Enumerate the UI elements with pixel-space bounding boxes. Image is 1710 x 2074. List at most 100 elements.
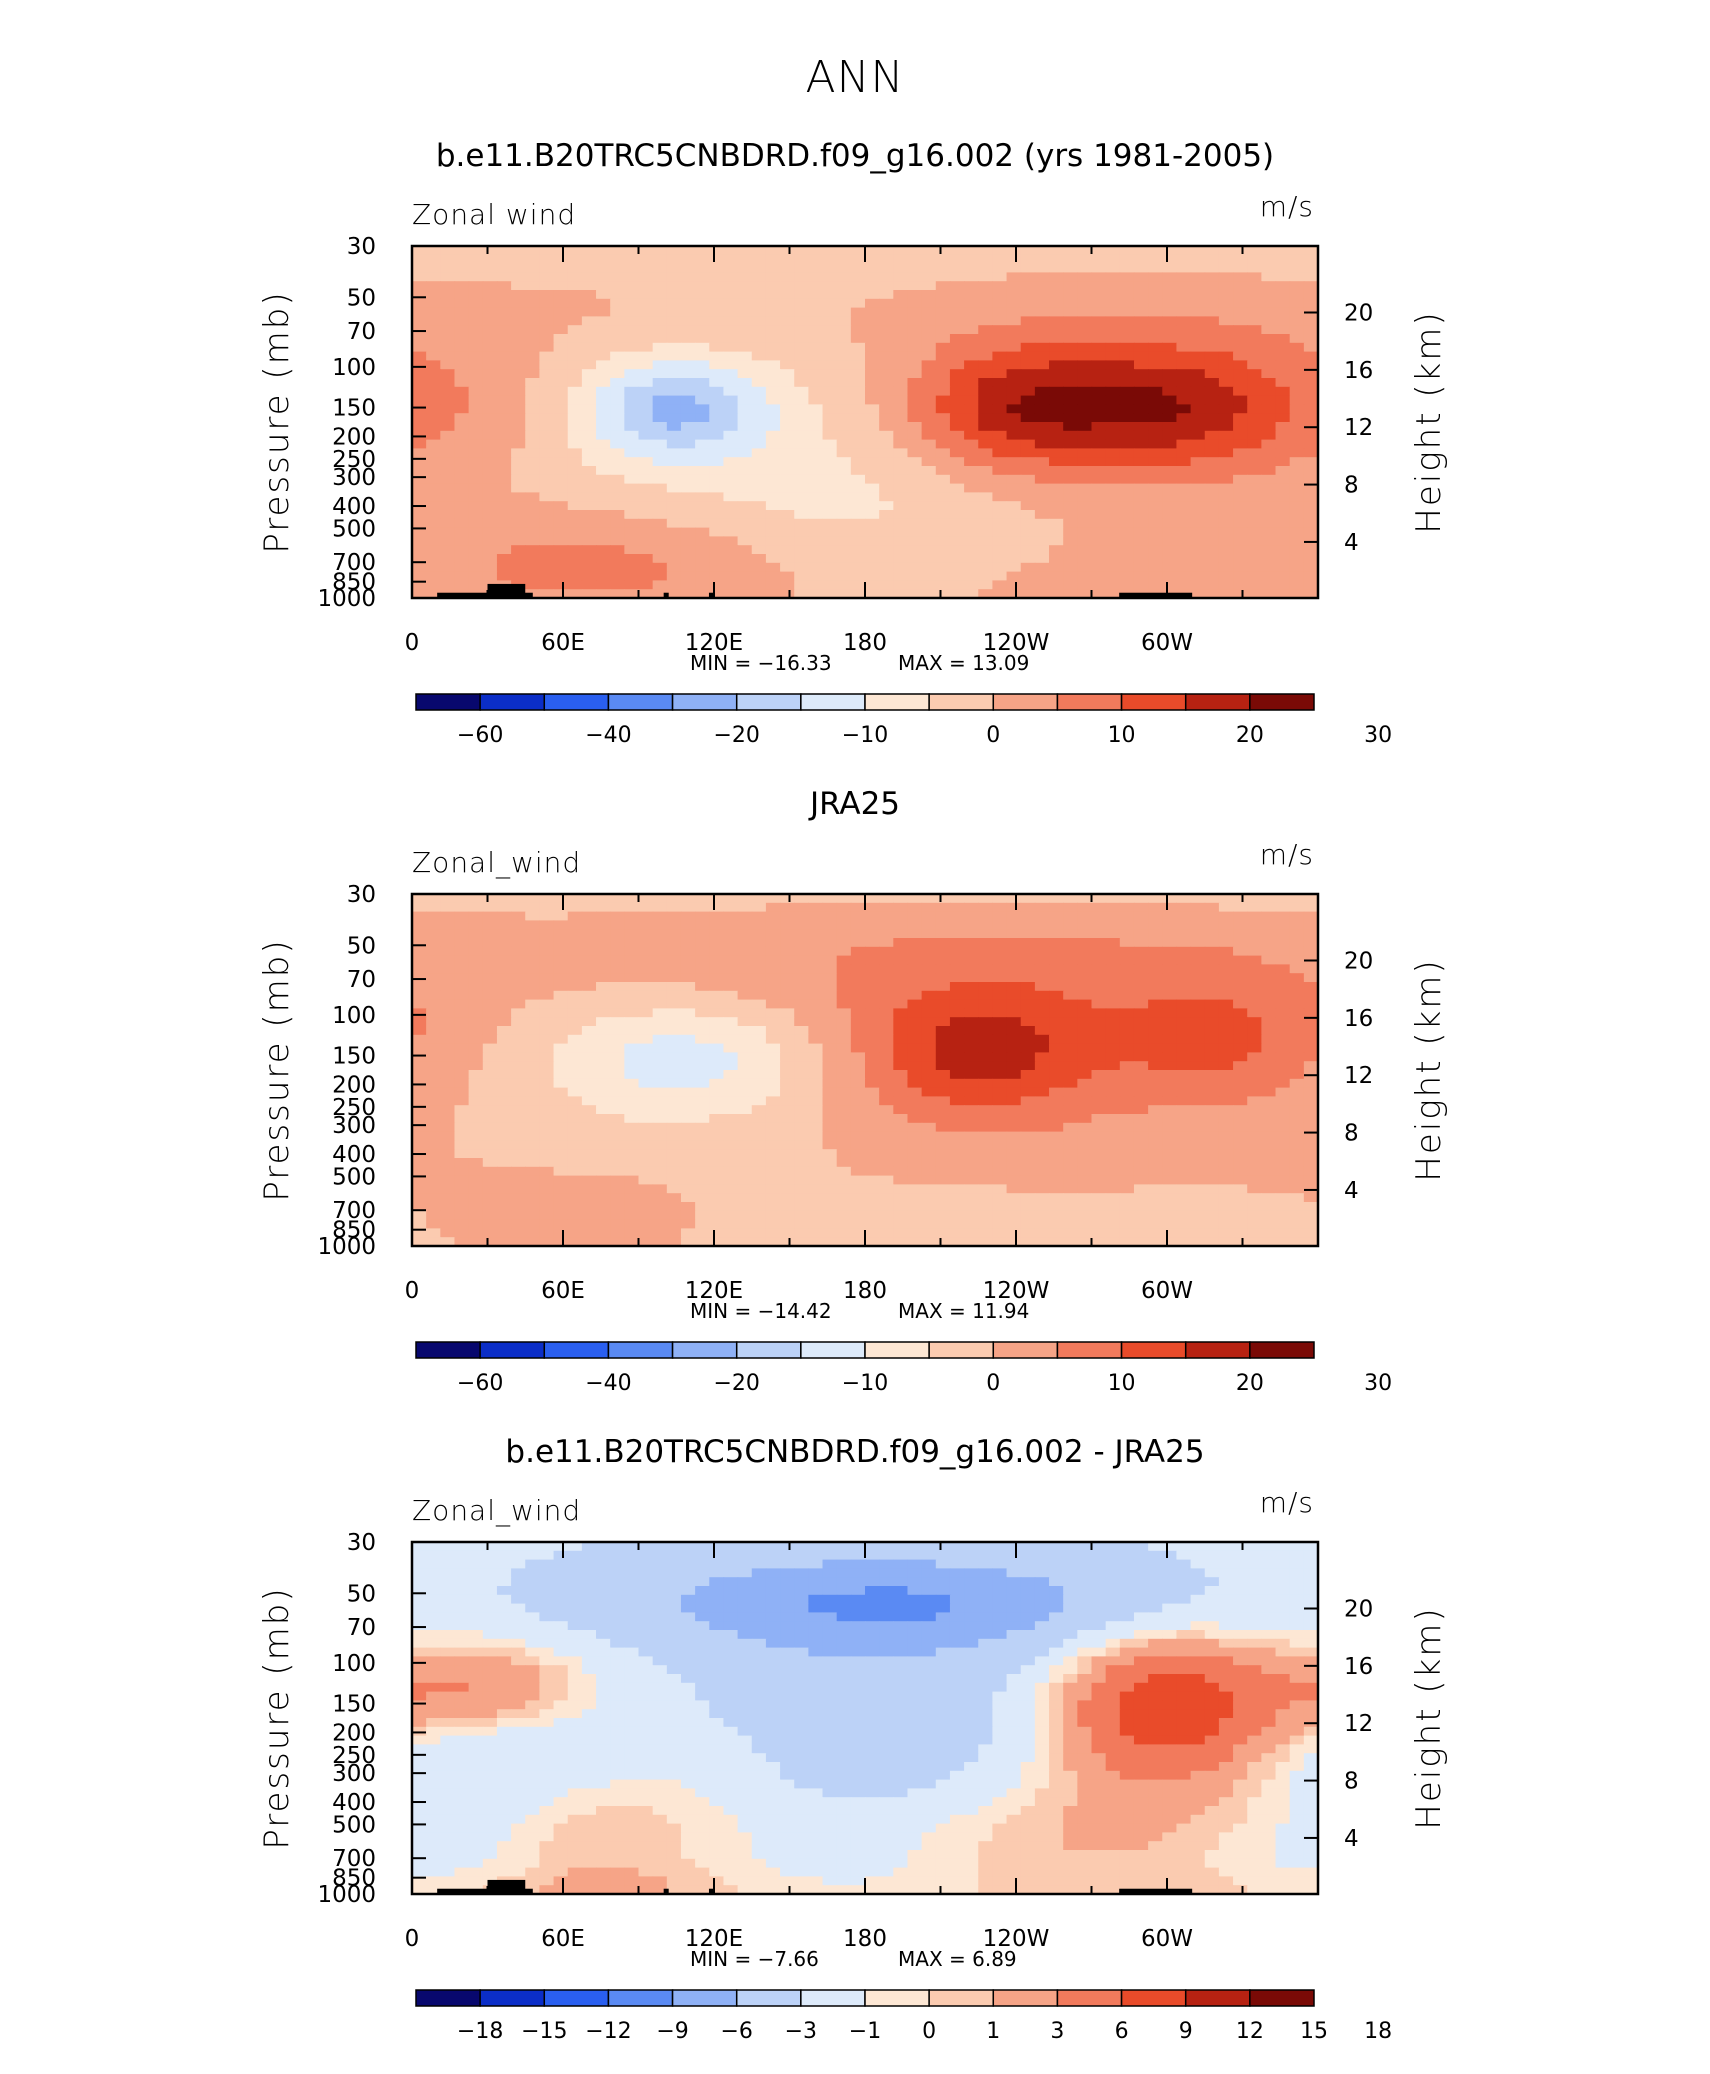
heatmap-cell bbox=[737, 1070, 753, 1080]
heatmap-cell bbox=[1063, 430, 1078, 441]
heatmap-cell bbox=[1162, 536, 1178, 546]
heatmap-cell bbox=[1006, 1078, 1022, 1089]
heatmap-cell bbox=[1275, 1087, 1291, 1097]
heatmap-cell bbox=[652, 422, 668, 432]
heatmap-cell bbox=[723, 946, 739, 957]
heatmap-cell bbox=[454, 938, 470, 948]
heatmap-cell bbox=[624, 466, 640, 476]
heatmap-cell bbox=[1289, 510, 1305, 520]
heatmap-cell bbox=[511, 973, 526, 983]
heatmap-cell bbox=[511, 351, 526, 361]
heatmap-cell bbox=[893, 1202, 909, 1212]
heatmap-cell bbox=[907, 571, 923, 581]
heatmap-cell bbox=[1034, 501, 1050, 511]
x-tick-label: 120E bbox=[685, 630, 743, 656]
heatmap-cell bbox=[836, 307, 852, 317]
heatmap-cell bbox=[794, 395, 809, 405]
heatmap-cell bbox=[850, 545, 866, 555]
heatmap-cell bbox=[695, 1105, 710, 1115]
heatmap-cell bbox=[780, 1078, 795, 1089]
heatmap-cell bbox=[1006, 1202, 1022, 1212]
heatmap-cell bbox=[1020, 589, 1036, 598]
heatmap-cell bbox=[539, 1017, 555, 1027]
heatmap-cell bbox=[666, 316, 682, 326]
heatmap-cell bbox=[1303, 1149, 1318, 1159]
heatmap-cell bbox=[1162, 982, 1178, 992]
heatmap-cell bbox=[1105, 457, 1121, 467]
heatmap-cell bbox=[525, 457, 541, 467]
heatmap-cell bbox=[709, 246, 725, 256]
heatmap-cell bbox=[1119, 325, 1135, 335]
heatmap-cell bbox=[751, 999, 767, 1009]
heatmap-cell bbox=[850, 474, 866, 485]
heatmap-cell bbox=[1063, 1070, 1078, 1080]
heatmap-cell bbox=[921, 999, 937, 1009]
heatmap-cell bbox=[822, 589, 838, 598]
heatmap-cell bbox=[511, 1175, 526, 1185]
heatmap-cell bbox=[949, 1105, 965, 1115]
heatmap-cell bbox=[666, 325, 682, 335]
heatmap-cell bbox=[1233, 290, 1248, 300]
heatmap-cell bbox=[949, 1175, 965, 1185]
heatmap-cell bbox=[539, 1034, 555, 1045]
heatmap-cell bbox=[1105, 1193, 1121, 1203]
heatmap-cell bbox=[709, 386, 725, 397]
heatmap-cell bbox=[680, 1140, 696, 1150]
heatmap-cell bbox=[652, 554, 668, 564]
heatmap-cell bbox=[496, 1026, 512, 1036]
heatmap-cell bbox=[1020, 395, 1036, 405]
heatmap-cell bbox=[709, 946, 725, 957]
heatmap-cell bbox=[723, 1043, 739, 1053]
heatmap-cell bbox=[511, 1105, 526, 1115]
heatmap-cell bbox=[751, 404, 767, 414]
heatmap-cell bbox=[1006, 1061, 1022, 1071]
heatmap-cell bbox=[978, 290, 994, 300]
heatmap-cell bbox=[1063, 536, 1078, 546]
heatmap-cell bbox=[1119, 395, 1135, 405]
heatmap-cell bbox=[949, 894, 965, 904]
heatmap-cell bbox=[652, 1026, 668, 1036]
heatmap-cell bbox=[1275, 554, 1291, 564]
y-tick-label: 1000 bbox=[317, 586, 376, 612]
heatmap-cell bbox=[468, 911, 484, 921]
heatmap-cell bbox=[992, 1078, 1008, 1089]
heatmap-cell bbox=[454, 554, 470, 564]
heatmap-cell bbox=[1077, 439, 1093, 449]
heatmap-cell bbox=[978, 1070, 994, 1080]
heatmap-cell bbox=[1148, 1166, 1163, 1177]
heatmap-cell bbox=[723, 554, 739, 564]
heatmap-cell bbox=[680, 1105, 696, 1115]
heatmap-cell bbox=[1020, 474, 1036, 485]
heatmap-cell bbox=[482, 1149, 498, 1159]
heatmap-cell bbox=[1190, 1166, 1206, 1177]
heatmap-cell bbox=[1303, 545, 1318, 555]
heatmap-cell bbox=[1077, 422, 1093, 432]
heatmap-cell bbox=[765, 955, 781, 965]
heatmap-cell bbox=[935, 501, 951, 511]
heatmap-cell bbox=[1289, 990, 1305, 1001]
heatmap-cell bbox=[496, 246, 512, 256]
heatmap-cell bbox=[1218, 404, 1234, 414]
heatmap-cell bbox=[935, 246, 951, 256]
heatmap-cell bbox=[440, 1166, 456, 1177]
heatmap-cell bbox=[1077, 360, 1093, 370]
heatmap-cell bbox=[1289, 999, 1305, 1009]
heatmap-cell bbox=[1261, 1149, 1277, 1159]
heatmap-cell bbox=[1133, 1202, 1149, 1212]
heatmap-cell bbox=[680, 1017, 696, 1027]
heatmap-cell bbox=[1247, 1158, 1262, 1168]
heatmap-cell bbox=[1091, 483, 1107, 493]
heatmap-cell bbox=[808, 439, 824, 449]
heatmap-cell bbox=[780, 902, 795, 913]
heatmap-cell bbox=[765, 492, 781, 502]
heatmap-cell bbox=[978, 1052, 994, 1062]
heatmap-cell bbox=[978, 1087, 994, 1097]
heatmap-cell bbox=[964, 316, 979, 326]
heatmap-cell bbox=[893, 448, 909, 458]
heatmap-cell bbox=[1289, 589, 1305, 598]
heatmap-cell bbox=[581, 360, 597, 370]
heatmap-cell bbox=[1133, 1175, 1149, 1185]
heatmap-cell bbox=[879, 1052, 894, 1062]
heatmap-cell bbox=[723, 894, 739, 904]
heatmap-cell bbox=[596, 973, 611, 983]
